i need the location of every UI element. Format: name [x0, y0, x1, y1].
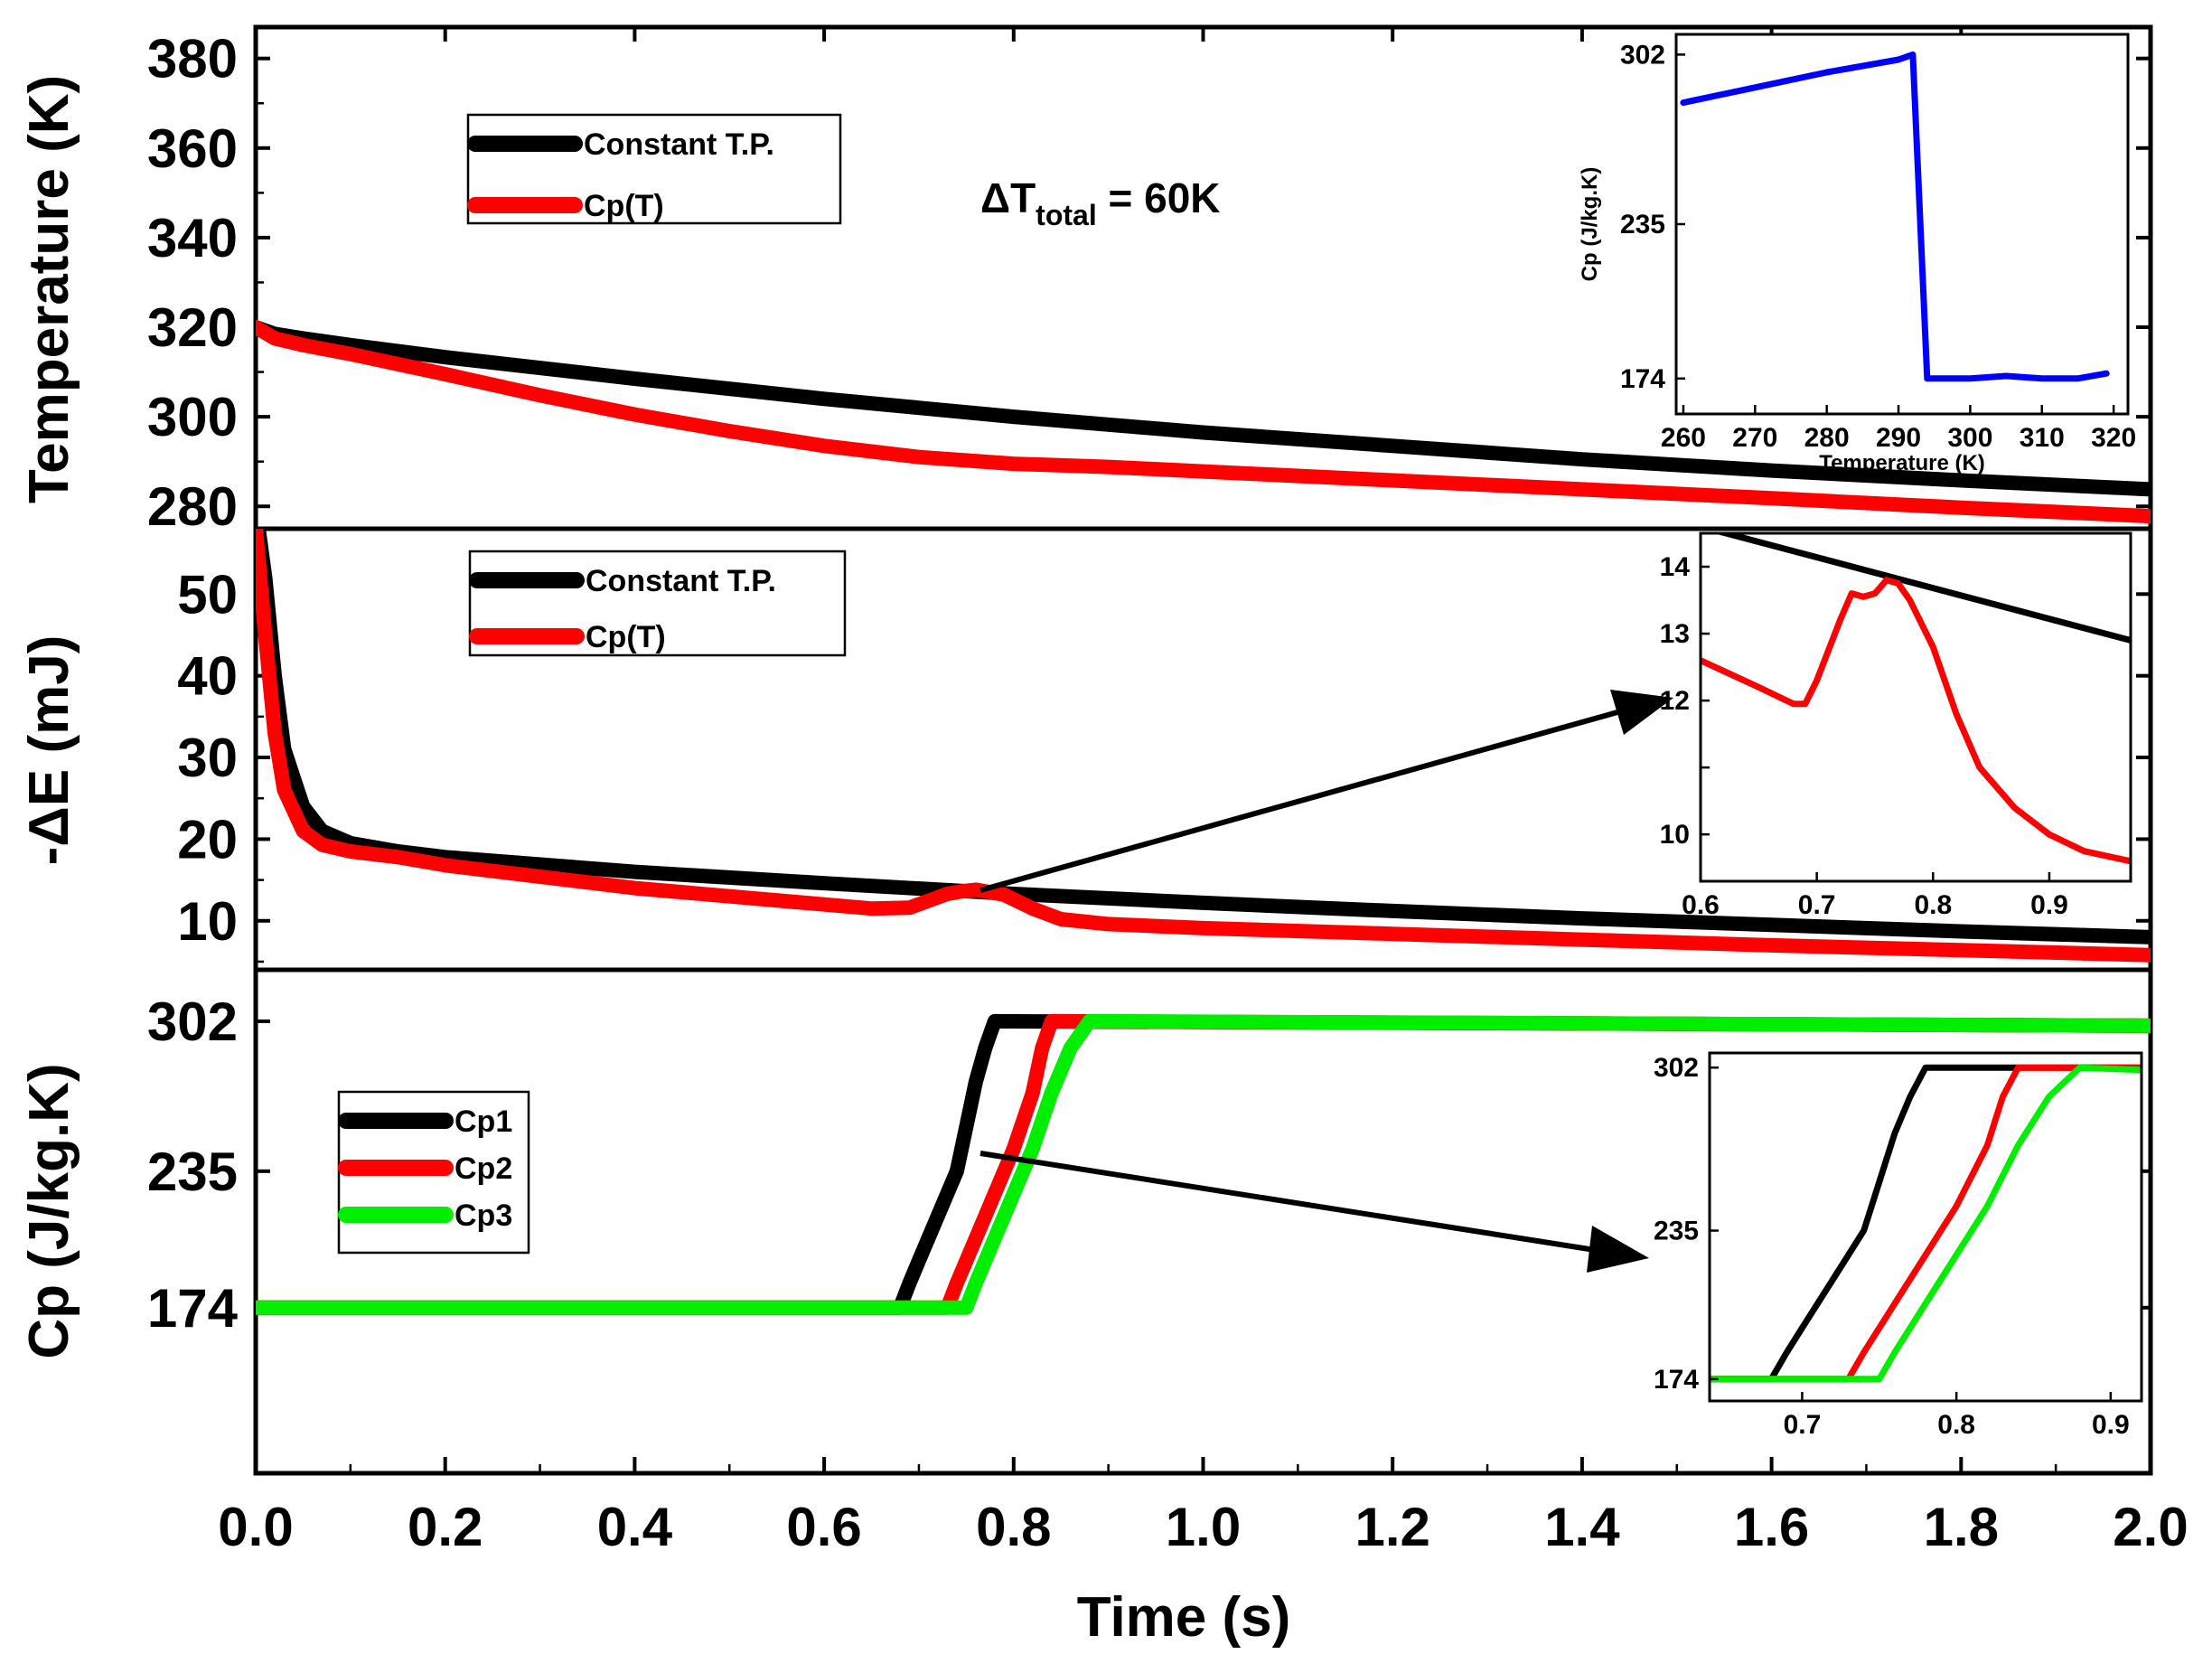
arrow-energy-zoom-head — [1610, 690, 1673, 735]
cp-line-cp3 — [256, 1013, 2151, 1315]
temperature-line-cp-t — [256, 320, 2151, 524]
cp-legend-label: Cp1 — [455, 1104, 512, 1139]
energy-line-cp-t — [256, 529, 2151, 963]
inset-energy-zoom-ytick-label: 13 — [1660, 619, 1690, 649]
inset-cp-zoom-xtick-label: 0.9 — [2092, 1410, 2130, 1440]
inset-cp-vs-temperature-xtick-label: 310 — [2020, 423, 2065, 453]
energy-y-axis-title: -ΔE (mJ) — [18, 635, 80, 866]
arrow-cp-zoom-head — [1587, 1226, 1649, 1273]
inset-cp-vs-temperature-series-group — [1680, 51, 2110, 382]
temperature-ytick-label: 340 — [147, 208, 238, 268]
inset-cp-vs-temperature-ytick-label: 302 — [1620, 40, 1665, 70]
temperature-legend: Constant T.P. Cp(T) — [466, 113, 842, 225]
inset-energy-zoom-line-cp-t — [1701, 577, 2131, 865]
temperature-ytick-label: 380 — [147, 29, 238, 89]
inset-cp-zoom: 174 235 302 0.7 0.8 0.9 — [1654, 1051, 2143, 1440]
inset-cp-vs-temperature: 174 235 302 260 270 280 290 300 310 320 Temperatur… — [1578, 33, 2136, 475]
temperature-ytick-label: 360 — [147, 118, 238, 179]
x-axis-title: Time (s) — [1077, 1586, 1291, 1649]
inset-energy-zoom-ytick-label: 14 — [1660, 552, 1691, 582]
inset-cp-zoom-frame — [1708, 1051, 2143, 1403]
x-tick-label: 0.4 — [597, 1497, 673, 1557]
cp-ytick-label: 235 — [147, 1142, 238, 1202]
temperature-legend-label: Cp(T) — [584, 189, 664, 223]
inset-cp-vs-temperature-xtick-label: 320 — [2091, 423, 2136, 453]
energy-ytick-label: 20 — [177, 809, 238, 869]
x-tick-label: 0.0 — [218, 1497, 293, 1557]
cp-y-axis-title: Cp (J/kg.K) — [18, 1063, 80, 1358]
temperature-ytick-label: 320 — [147, 297, 238, 358]
cp-line-cp2 — [256, 1013, 2151, 1315]
energy-ytick-label: 10 — [177, 891, 238, 952]
x-tick-label: 0.6 — [786, 1497, 861, 1557]
energy-ytick-label: 50 — [177, 564, 238, 625]
inset-energy-zoom-background — [1701, 533, 2131, 881]
inset-energy-zoom-xtick-label: 0.7 — [1798, 890, 1836, 920]
cp-line-cp1 — [256, 1013, 2151, 1315]
inset-cp-zoom-line-cp3 — [1710, 1064, 2142, 1383]
temperature-ytick-label: 300 — [147, 387, 238, 447]
cp-legend: Cp1 Cp2 Cp3 — [337, 1090, 530, 1255]
inset-energy-zoom-series-group — [1701, 533, 2131, 865]
temperature-ytick-label: 280 — [147, 476, 238, 537]
x-tick-label: 0.2 — [408, 1497, 483, 1557]
inset-energy-zoom-ytick-label: 10 — [1660, 820, 1690, 850]
x-tick-label: 1.2 — [1354, 1497, 1429, 1557]
arrow-cp-zoom — [979, 1151, 1596, 1253]
inset-cp-vs-temperature-line-cp — [1680, 51, 2110, 382]
energy-ytick-label: 30 — [177, 728, 238, 788]
delta-t-annotation: ΔTtotal = 60K — [980, 174, 1221, 231]
inset-cp-vs-temperature-ytick-label: 174 — [1620, 364, 1665, 394]
cp-series-group — [256, 1013, 2151, 1315]
inset-energy-zoom-xtick-label: 0.9 — [2030, 890, 2068, 920]
inset-cp-vs-temperature-ytick-label: 235 — [1620, 210, 1665, 240]
temperature-legend-label: Constant T.P. — [584, 127, 774, 162]
energy-series-group — [256, 529, 2151, 963]
cp-ytick-label: 302 — [147, 992, 238, 1052]
inset-energy-zoom-xtick-label: 0.8 — [1914, 890, 1952, 920]
inset-energy-zoom-line-constant-t-p — [1713, 533, 2131, 644]
inset-cp-vs-temperature-xtick-label: 290 — [1876, 423, 1921, 453]
inset-cp-zoom-ytick-label: 174 — [1654, 1365, 1699, 1395]
x-tick-label: 1.0 — [1166, 1497, 1241, 1557]
inset-cp-vs-temperature-xtick-label: 280 — [1804, 423, 1850, 453]
inset-cp-zoom-line-cp1 — [1710, 1064, 2142, 1383]
cp-legend-label: Cp3 — [455, 1198, 512, 1233]
x-tick-label: 1.8 — [1924, 1497, 1999, 1557]
temperature-y-axis-title: Temperature (K) — [18, 75, 80, 503]
inset-energy-zoom-xtick-label: 0.6 — [1682, 890, 1720, 920]
cp-legend-label: Cp2 — [455, 1151, 512, 1186]
energy-legend-label: Constant T.P. — [586, 564, 776, 598]
x-tick-label: 1.4 — [1544, 1497, 1620, 1557]
zoom-arrows — [979, 690, 1673, 1273]
inset-cp-zoom-ytick-label: 235 — [1654, 1217, 1699, 1246]
energy-ytick-label: 40 — [177, 646, 238, 707]
energy-legend-label: Cp(T) — [586, 620, 666, 654]
inset-cp-zoom-xtick-label: 0.8 — [1937, 1410, 1975, 1440]
inset-energy-zoom-frame — [1699, 531, 2132, 883]
inset-cp-vs-temperature-y-axis-title: Cp (J/kg.K) — [1578, 167, 1602, 282]
arrow-energy-zoom — [979, 710, 1618, 893]
inset-cp-vs-temperature-background — [1676, 34, 2128, 414]
x-tick-label: 2.0 — [2113, 1497, 2188, 1557]
inset-cp-zoom-ytick-label: 302 — [1654, 1053, 1699, 1083]
inset-cp-zoom-series-group — [1710, 1064, 2142, 1383]
inset-cp-zoom-line-cp2 — [1710, 1064, 2142, 1383]
temperature-series-group — [256, 320, 2151, 524]
cp-ytick-label: 174 — [147, 1278, 239, 1339]
inset-cp-vs-temperature-xtick-label: 270 — [1732, 423, 1777, 453]
inset-cp-vs-temperature-xtick-label: 300 — [1947, 423, 1992, 453]
x-tick-label: 1.6 — [1734, 1497, 1809, 1557]
inset-cp-vs-temperature-xtick-label: 260 — [1661, 423, 1706, 453]
inset-cp-zoom-xtick-label: 0.7 — [1784, 1410, 1822, 1440]
x-tick-label: 0.8 — [976, 1497, 1051, 1557]
energy-legend: Constant T.P. Cp(T) — [468, 550, 847, 657]
inset-cp-vs-temperature-x-axis-title: Temperature (K) — [1819, 451, 1985, 475]
inset-cp-zoom-background — [1710, 1053, 2142, 1401]
